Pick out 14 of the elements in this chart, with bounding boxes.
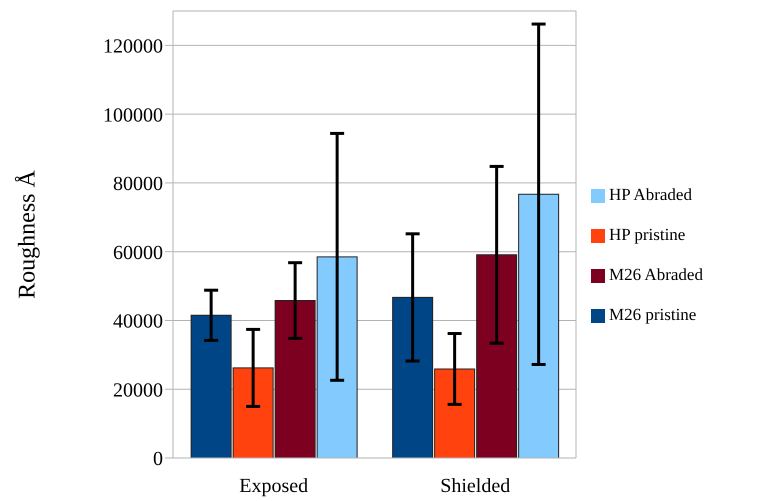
y-tick-label: 120000 bbox=[103, 35, 163, 58]
y-tick-label: 40000 bbox=[113, 310, 163, 333]
legend-label: HP Abraded bbox=[609, 185, 692, 204]
y-tick-label: 80000 bbox=[113, 173, 163, 196]
y-tick-label: 20000 bbox=[113, 379, 163, 402]
y-tick-label: 60000 bbox=[113, 242, 163, 264]
legend-label: M26 pristine bbox=[609, 305, 696, 324]
x-tick-label: Exposed bbox=[239, 475, 308, 498]
y-tick-label: 0 bbox=[153, 448, 163, 470]
legend-label: M26 Abraded bbox=[609, 265, 703, 284]
y-axis-title: Roughness Å bbox=[14, 169, 41, 299]
legend-label: HP pristine bbox=[609, 225, 686, 244]
y-tick-label: 100000 bbox=[103, 104, 163, 126]
x-tick-label: Shielded bbox=[440, 475, 510, 498]
